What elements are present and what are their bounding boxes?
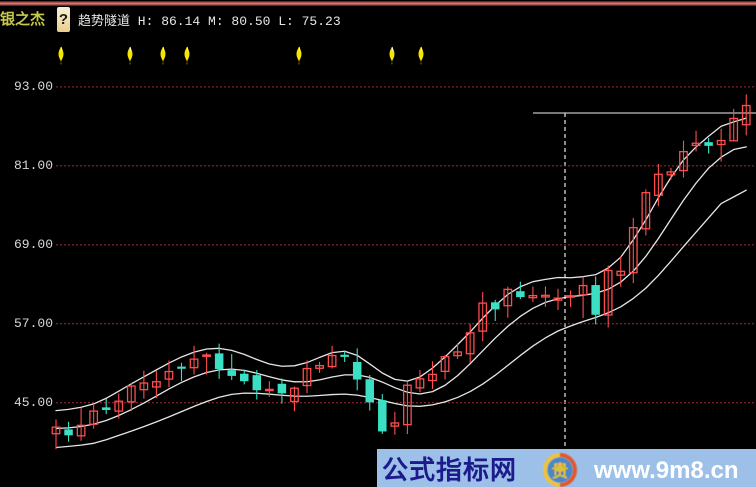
svg-text:贵: 贵 — [552, 461, 569, 481]
